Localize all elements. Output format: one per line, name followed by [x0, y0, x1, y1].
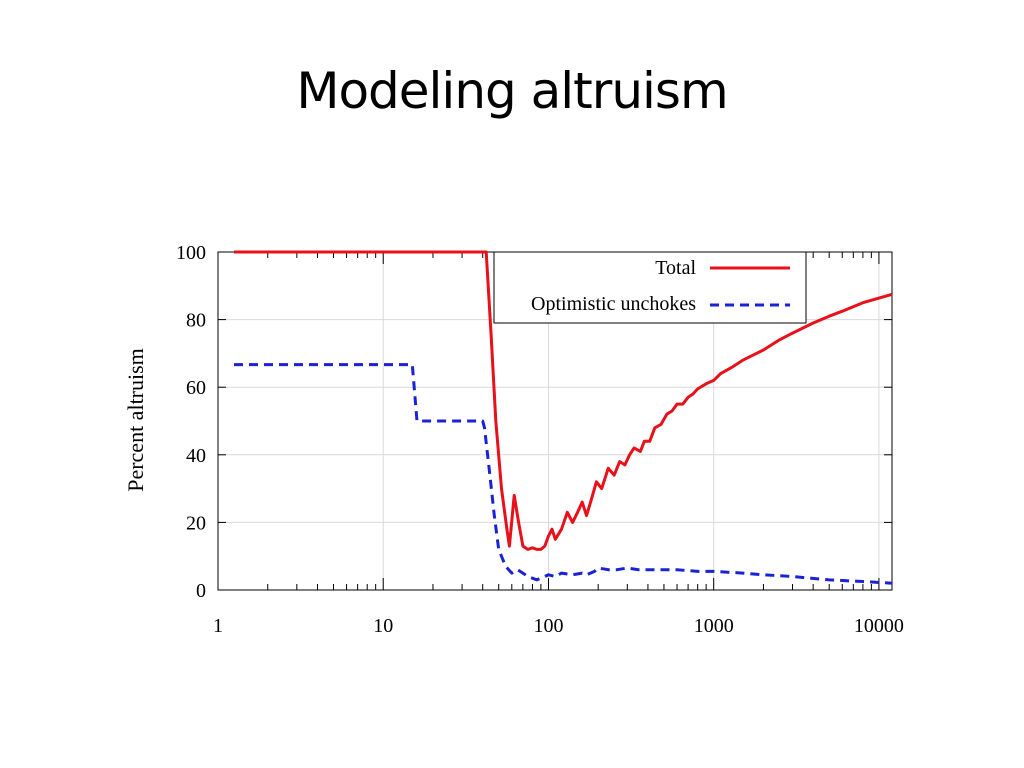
y-tick-label: 60 [186, 377, 206, 399]
slide-title: Modeling altruism [296, 62, 728, 120]
y-tick-label: 0 [196, 580, 206, 602]
x-tick-label: 10 [373, 615, 393, 637]
x-tick-label: 1 [213, 615, 223, 637]
y-tick-label: 40 [186, 445, 206, 467]
legend-box [493, 251, 807, 324]
x-tick-label: 1000 [694, 615, 734, 637]
legend-label-optimistic-unchokes: Optimistic unchokes [531, 293, 696, 315]
axis-ticks: 0 20 40 60 80 100 1 10 100 1000 10000 [176, 242, 904, 637]
legend-label-total: Total [655, 257, 696, 279]
y-tick-label: 100 [176, 242, 206, 264]
series-layer [234, 250, 893, 585]
y-tick-label: 20 [186, 512, 206, 534]
series-line-optimistic-unchokes [234, 363, 893, 585]
y-tick-label: 80 [186, 310, 206, 332]
series-line-total [234, 250, 893, 551]
x-tick-label: 10000 [854, 615, 904, 637]
x-tick-label: 100 [533, 615, 563, 637]
legend: Total Optimistic unchokes [493, 251, 807, 324]
y-axis-label: Percent altruism [123, 348, 148, 492]
